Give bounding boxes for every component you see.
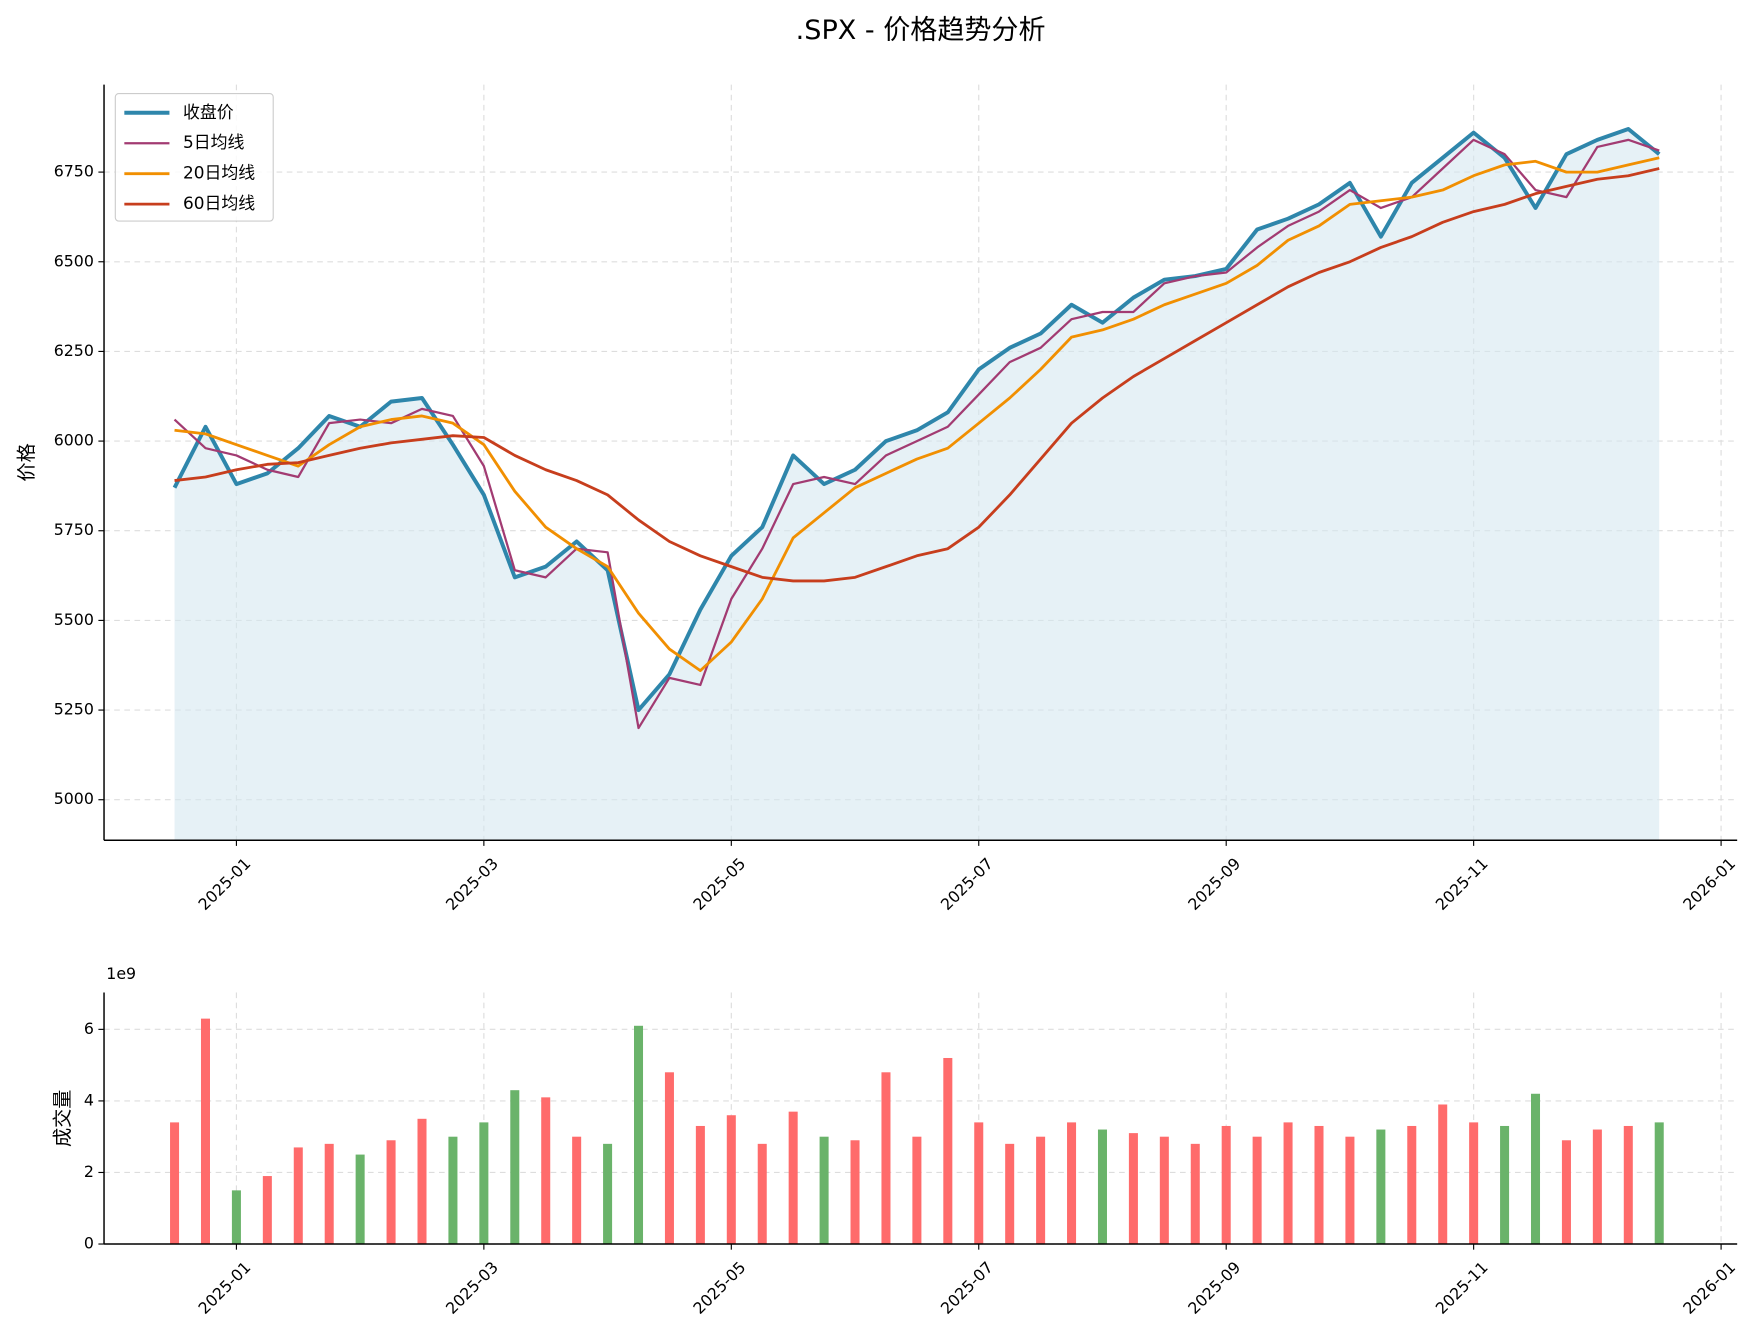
chart-title: .SPX - 价格趋势分析 bbox=[796, 15, 1046, 46]
x-tick-label: 2025-09 bbox=[1184, 854, 1244, 914]
volume-bar bbox=[262, 1176, 272, 1245]
volume-bar bbox=[603, 1143, 613, 1245]
series-line bbox=[174, 167, 1660, 583]
volume-bar bbox=[912, 1136, 922, 1245]
x-tick-label: 2025-11 bbox=[1432, 854, 1492, 914]
volume-bar bbox=[819, 1136, 829, 1245]
series-line bbox=[172, 127, 1661, 713]
volume-bar bbox=[664, 1072, 674, 1245]
volume-bar bbox=[850, 1140, 860, 1245]
volume-bar bbox=[572, 1136, 582, 1245]
y-tick-label: 2 bbox=[84, 1162, 94, 1181]
volume-bar bbox=[1592, 1129, 1602, 1245]
volume-bar bbox=[1345, 1136, 1355, 1245]
volume-bar bbox=[1438, 1104, 1448, 1245]
volume-bar bbox=[1159, 1136, 1169, 1245]
volume-bar bbox=[1252, 1136, 1262, 1245]
volume-bar bbox=[1561, 1140, 1571, 1245]
x-tick-label: 2025-03 bbox=[442, 854, 502, 914]
volume-bar bbox=[1036, 1136, 1046, 1245]
volume-bar bbox=[448, 1136, 458, 1245]
y-tick-label: 6 bbox=[84, 1019, 94, 1038]
series-line bbox=[174, 156, 1660, 673]
y-tick-label: 6000 bbox=[54, 431, 94, 450]
volume-bar bbox=[726, 1115, 736, 1245]
volume-bar bbox=[1376, 1129, 1386, 1245]
legend-label: 5日均线 bbox=[183, 132, 245, 152]
y-tick-label: 5500 bbox=[54, 610, 94, 629]
x-tick-label: 2025-11 bbox=[1432, 1258, 1492, 1318]
x-tick-label: 2025-05 bbox=[689, 854, 749, 914]
volume-bar bbox=[231, 1190, 241, 1245]
y-tick-label: 4 bbox=[84, 1090, 94, 1109]
volume-bar bbox=[634, 1025, 644, 1245]
x-tick-label: 2025-01 bbox=[194, 854, 254, 914]
y-tick-label: 5750 bbox=[54, 520, 94, 539]
volume-bar bbox=[1530, 1093, 1541, 1245]
y-tick-label: 6750 bbox=[54, 162, 94, 181]
volume-bar bbox=[1469, 1122, 1479, 1245]
volume-bar bbox=[943, 1057, 953, 1245]
volume-bar bbox=[1221, 1125, 1231, 1245]
y-tick-label: 6500 bbox=[54, 251, 94, 270]
x-tick-label: 2025-05 bbox=[689, 1258, 749, 1318]
y-axis-label: 价格 bbox=[15, 443, 38, 481]
volume-bar bbox=[974, 1122, 984, 1245]
volume-bar bbox=[479, 1122, 489, 1245]
x-tick-label: 2025-07 bbox=[937, 1258, 997, 1318]
y-tick-label: 5000 bbox=[54, 789, 94, 808]
volume-bar bbox=[1005, 1143, 1015, 1245]
volume-bar bbox=[695, 1125, 705, 1245]
volume-bar bbox=[1407, 1125, 1417, 1245]
legend-box bbox=[114, 93, 274, 222]
volume-bar bbox=[200, 1018, 210, 1245]
volume-bar bbox=[1128, 1133, 1138, 1245]
y-tick-label: 6250 bbox=[54, 341, 94, 360]
volume-bar bbox=[1097, 1129, 1107, 1245]
x-tick-label: 2025-03 bbox=[442, 1258, 502, 1318]
volume-bar bbox=[1500, 1125, 1510, 1245]
volume-bar bbox=[324, 1143, 334, 1245]
x-tick-label: 2026-01 bbox=[1679, 1258, 1739, 1318]
x-tick-label: 2025-09 bbox=[1184, 1258, 1244, 1318]
legend-label: 收盘价 bbox=[183, 102, 234, 122]
offset-label: 1e9 bbox=[106, 964, 136, 983]
x-tick-label: 2026-01 bbox=[1679, 854, 1739, 914]
volume-bar bbox=[293, 1147, 303, 1245]
volume-bar bbox=[757, 1143, 767, 1245]
volume-bar bbox=[881, 1072, 891, 1245]
volume-bar bbox=[1623, 1125, 1633, 1245]
volume-bar bbox=[510, 1090, 520, 1245]
volume-bar bbox=[355, 1154, 365, 1245]
volume-bar bbox=[788, 1111, 798, 1245]
volume-bar bbox=[1283, 1122, 1293, 1245]
x-tick-label: 2025-07 bbox=[937, 854, 997, 914]
area-fill bbox=[174, 129, 1660, 841]
legend-label: 20日均线 bbox=[183, 163, 255, 183]
legend-label: 60日均线 bbox=[183, 193, 255, 213]
volume-bar bbox=[1067, 1122, 1077, 1245]
volume-bar bbox=[170, 1122, 180, 1245]
volume-bar bbox=[1190, 1143, 1200, 1245]
x-tick-label: 2025-01 bbox=[194, 1258, 254, 1318]
volume-bar bbox=[386, 1140, 396, 1245]
legend: 收盘价 5日均线 20日均线 60日均线 bbox=[114, 93, 274, 222]
volume-bar bbox=[541, 1097, 551, 1245]
y-tick-label: 5250 bbox=[54, 700, 94, 719]
y-tick-label: 0 bbox=[84, 1234, 94, 1253]
volume-bar bbox=[417, 1118, 427, 1245]
volume-bar bbox=[1654, 1122, 1664, 1245]
volume-bar bbox=[1314, 1125, 1324, 1245]
y-axis-label: 成交量 bbox=[51, 1090, 74, 1147]
